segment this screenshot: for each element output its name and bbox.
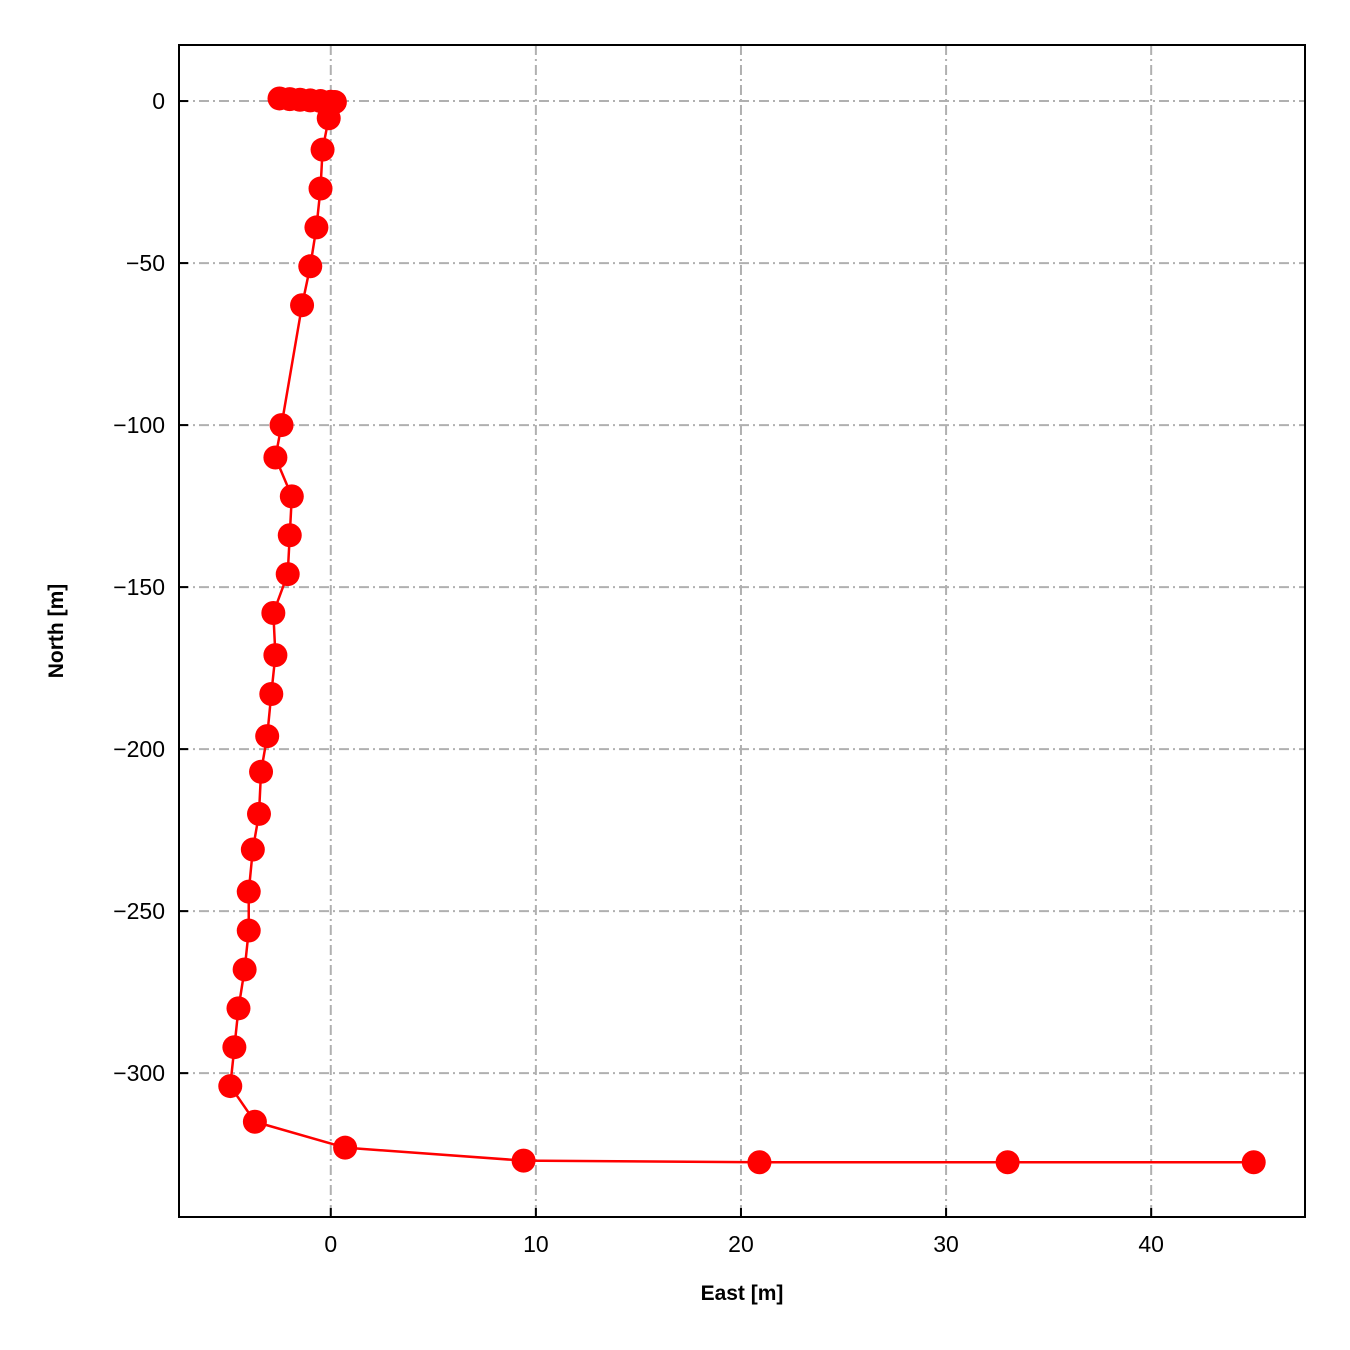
data-point	[246, 801, 271, 826]
series	[218, 86, 1266, 1175]
data-point	[263, 643, 288, 668]
data-point	[269, 413, 294, 438]
data-point	[249, 759, 274, 784]
data-point	[240, 837, 265, 862]
x-tick-label: 0	[324, 1231, 337, 1257]
x-tick-label: 20	[728, 1231, 754, 1257]
data-point	[242, 1109, 267, 1134]
data-point	[226, 996, 251, 1021]
data-point	[310, 137, 335, 162]
y-tick-label: −200	[113, 736, 165, 762]
data-point	[333, 1135, 358, 1160]
data-point	[236, 918, 261, 943]
data-point	[277, 523, 302, 548]
grid	[179, 45, 1305, 1217]
y-tick-label: −50	[126, 250, 165, 276]
data-point	[279, 484, 304, 509]
x-tick-label: 40	[1138, 1231, 1164, 1257]
data-point	[275, 562, 300, 587]
y-tick-label: −300	[113, 1060, 165, 1086]
y-tick-label: 0	[152, 88, 165, 114]
data-point	[232, 957, 257, 982]
data-point	[255, 724, 280, 749]
data-point	[261, 601, 286, 626]
data-point	[995, 1150, 1020, 1175]
y-tick-label: −250	[113, 898, 165, 924]
x-tick-label: 10	[523, 1231, 549, 1257]
ticks: 0 10 20 30 40 0 −50 −100 −150 −200 −250 −300	[113, 88, 1164, 1257]
data-point	[316, 106, 341, 131]
data-point	[259, 682, 284, 707]
y-axis-label: North [m]	[45, 584, 68, 678]
data-point	[511, 1148, 536, 1173]
x-axis-label: East [m]	[701, 1282, 784, 1305]
data-point	[222, 1035, 247, 1060]
data-point	[298, 254, 323, 279]
data-point	[290, 293, 315, 318]
plot-frame	[178, 44, 1306, 1218]
data-point	[218, 1074, 243, 1099]
data-point	[747, 1150, 772, 1175]
y-tick-label: −100	[113, 412, 165, 438]
data-point	[1241, 1150, 1266, 1175]
data-point	[263, 445, 288, 470]
x-tick-label: 30	[933, 1231, 959, 1257]
y-tick-label: −150	[113, 574, 165, 600]
data-point	[236, 879, 261, 904]
data-point	[304, 215, 329, 240]
data-point	[308, 176, 333, 201]
series-line	[228, 97, 1254, 1164]
